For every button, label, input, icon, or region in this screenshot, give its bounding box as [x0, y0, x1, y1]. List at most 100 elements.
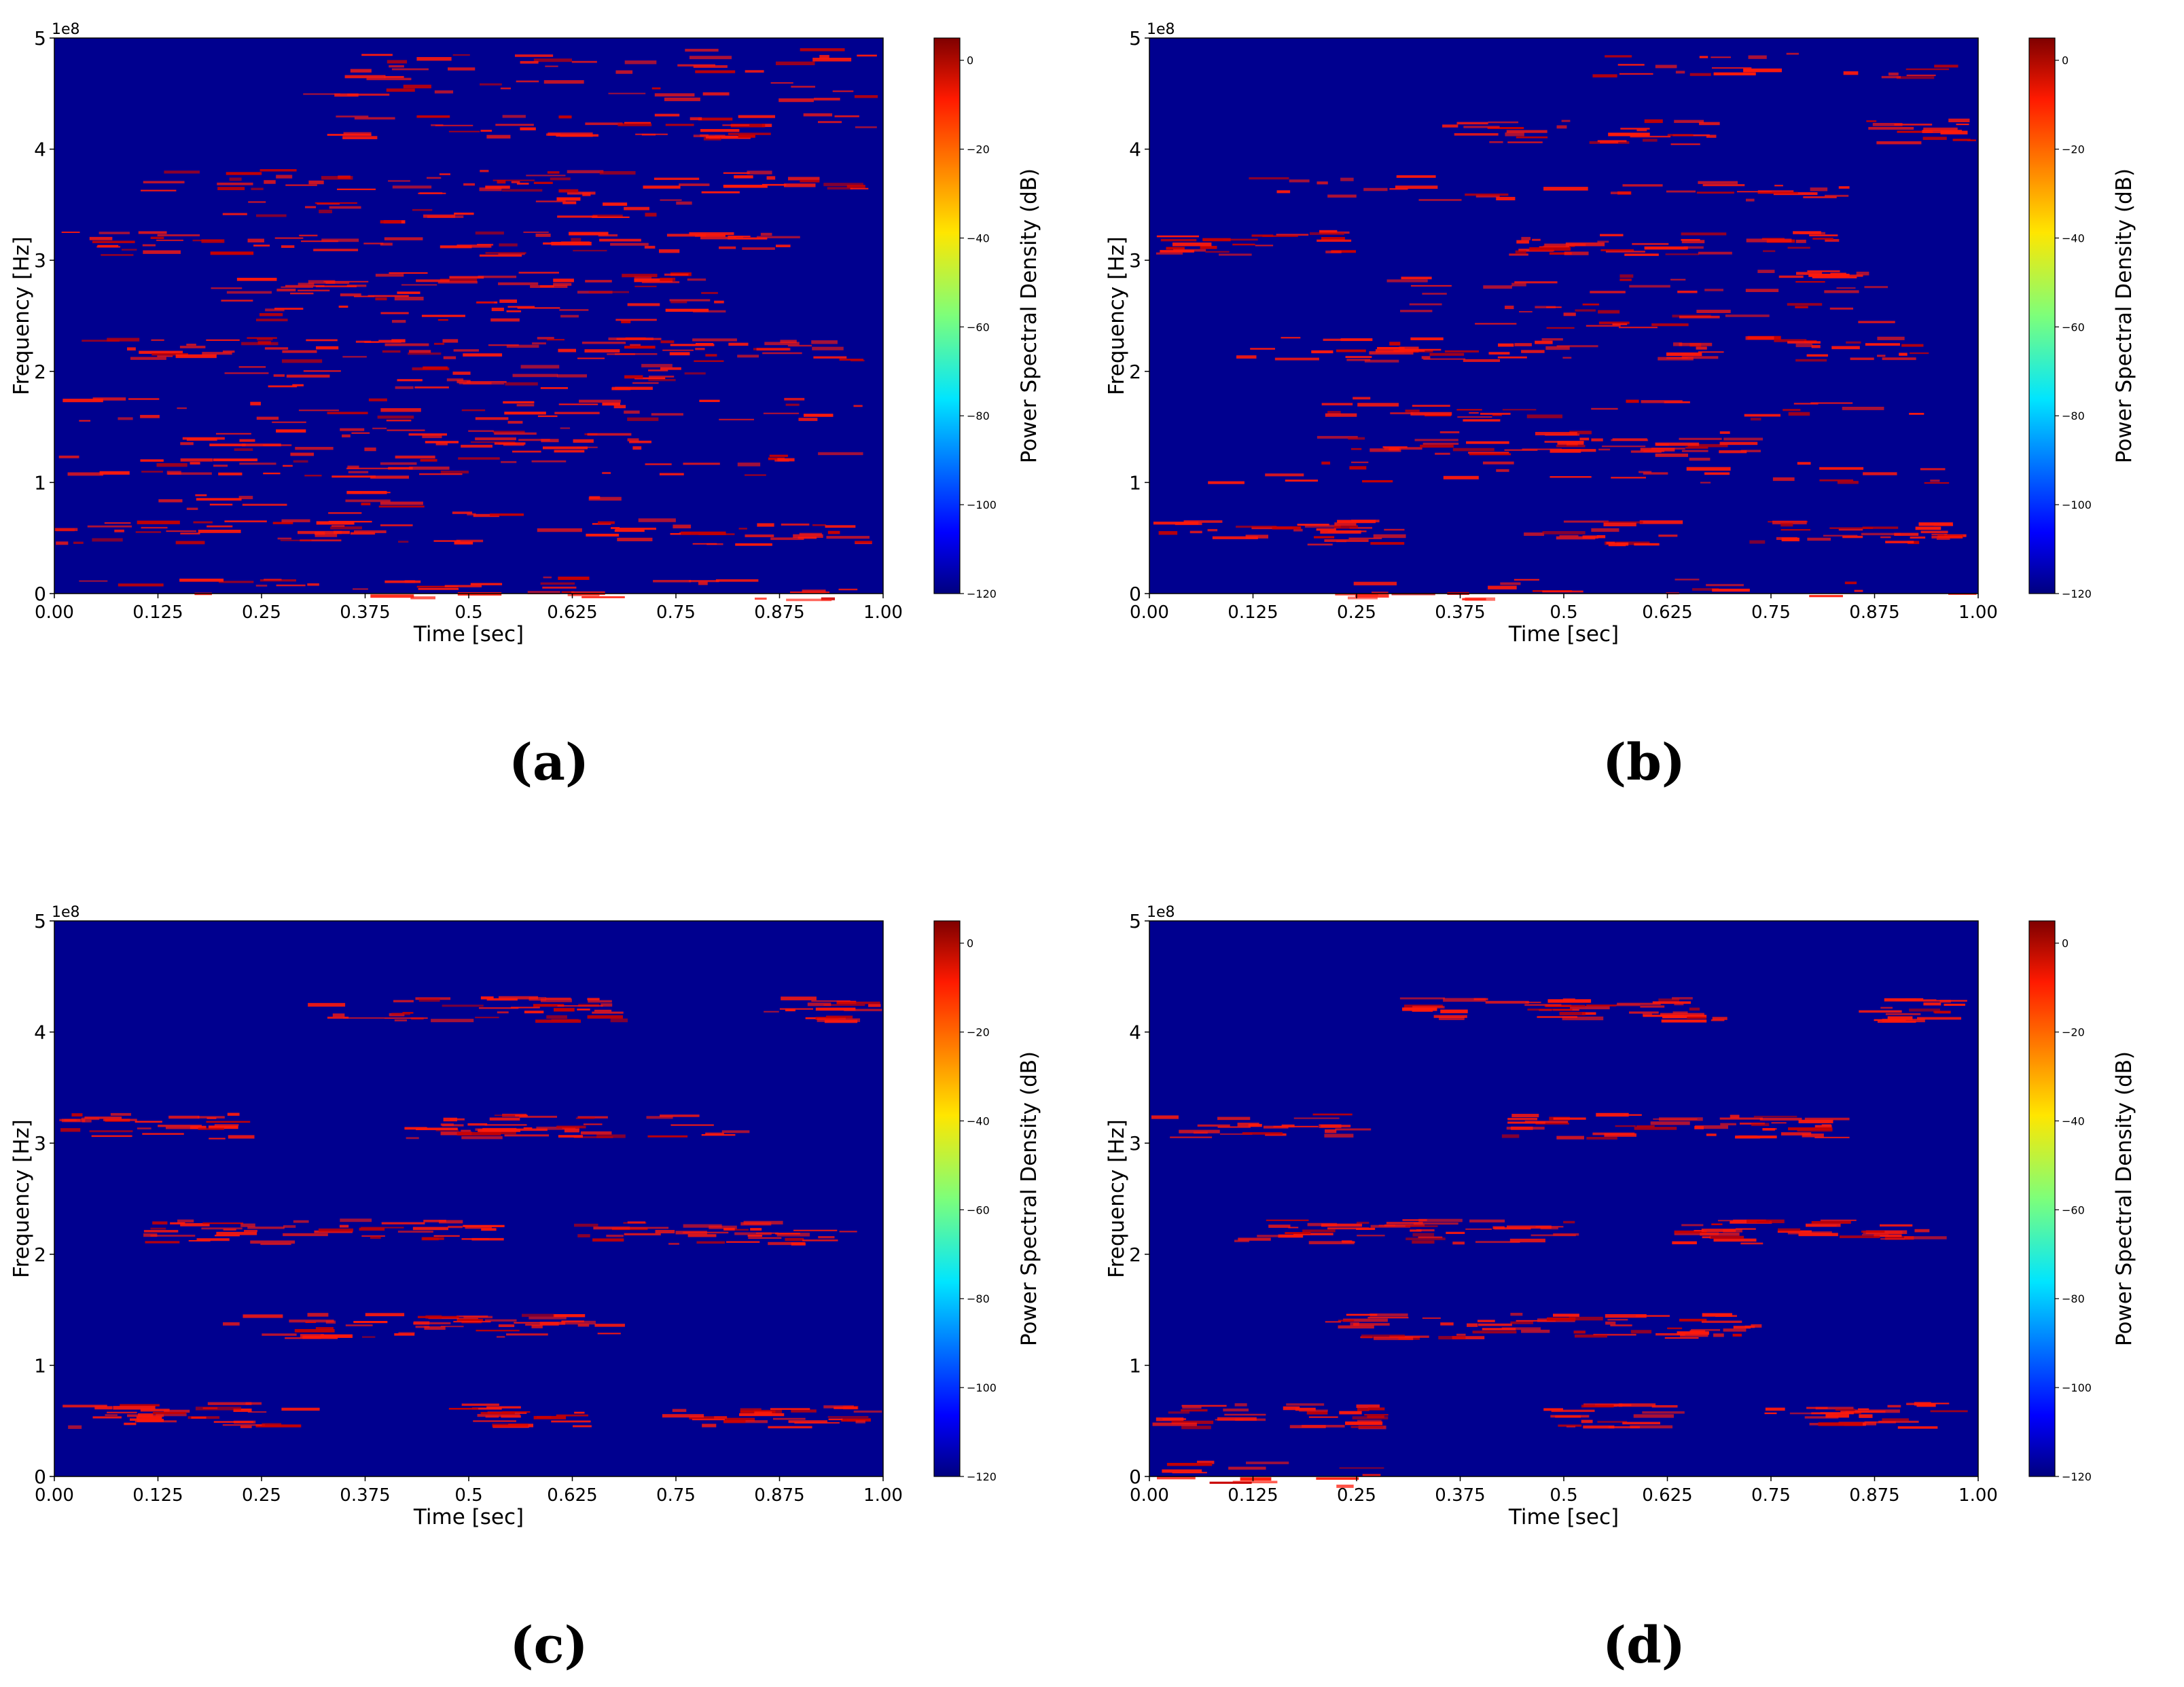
signal-burst-streak [1546, 306, 1562, 308]
signal-burst-streak [489, 513, 524, 516]
signal-burst-streak [1189, 530, 1202, 534]
spectrogram-chart-c: 0.00 0.125 0.25 0.375 0.5 0.625 0.75 0.875 1.000… [10, 904, 1041, 1529]
signal-burst-streak [140, 1409, 170, 1412]
signal-burst-streak [1806, 1225, 1837, 1227]
signal-burst-streak [415, 1326, 430, 1328]
signal-burst-streak [585, 122, 623, 126]
signal-burst-streak [488, 344, 519, 346]
signal-burst-streak [723, 172, 750, 174]
signal-burst-streak [1709, 1235, 1744, 1239]
signal-burst-streak [1542, 530, 1586, 534]
signal-burst-streak [1304, 524, 1341, 528]
signal-burst-streak [375, 297, 387, 301]
signal-burst-streak [1877, 336, 1905, 340]
colorbar [933, 920, 961, 1477]
signal-burst-streak [825, 525, 856, 528]
signal-burst-streak [1308, 1416, 1338, 1418]
signal-burst-streak [496, 1336, 505, 1338]
signal-burst-streak [217, 182, 253, 185]
signal-burst-streak [1410, 285, 1452, 287]
signal-burst-streak [1744, 414, 1781, 417]
signal-burst-streak [755, 597, 767, 600]
signal-burst-streak [257, 341, 271, 344]
x-tick-label: 0.25 [1337, 1485, 1376, 1506]
signal-burst-streak [776, 244, 791, 248]
signal-burst-streak [610, 1018, 628, 1023]
signal-burst-streak [1324, 1133, 1354, 1138]
colorbar-tick-label: −120 [2062, 1470, 2092, 1483]
signal-burst-streak [1723, 1328, 1747, 1332]
signal-burst-streak [128, 398, 160, 401]
signal-burst-streak [113, 1406, 156, 1410]
signal-burst-streak [709, 135, 751, 139]
signal-burst-streak [1692, 587, 1719, 591]
signal-burst-streak [1841, 274, 1863, 277]
signal-burst-streak [440, 278, 478, 283]
signal-burst-streak [440, 1326, 464, 1328]
panel-caption-b: (b) [1603, 733, 1685, 792]
signal-burst-streak [158, 1125, 202, 1127]
signal-burst-streak [725, 1417, 755, 1421]
signal-burst-streak [165, 1127, 199, 1129]
signal-burst-streak [414, 386, 449, 388]
signal-burst-streak [583, 1123, 603, 1125]
signal-burst-streak [1607, 1319, 1628, 1321]
signal-burst-streak [1735, 1228, 1756, 1230]
signal-burst-streak [433, 540, 461, 542]
signal-burst-streak [587, 433, 632, 436]
signal-burst-streak [342, 356, 367, 358]
signal-burst-streak [785, 1237, 804, 1241]
signal-burst-streak [303, 93, 340, 95]
x-tick-label: 1.00 [1958, 602, 1998, 623]
signal-burst-streak [827, 1416, 869, 1418]
signal-burst-streak [1569, 1316, 1603, 1321]
signal-burst-streak [1812, 237, 1833, 240]
signal-burst-streak [574, 1223, 598, 1227]
signal-burst-streak [518, 272, 559, 274]
signal-burst-streak [503, 443, 524, 446]
signal-burst-streak [1615, 1004, 1641, 1006]
signal-burst-streak [615, 386, 653, 391]
signal-burst-streak [1804, 1416, 1839, 1419]
panel-caption-c: (c) [509, 1616, 588, 1675]
signal-burst-streak [1713, 72, 1756, 75]
signal-burst-streak [1838, 186, 1850, 189]
signal-burst-streak [540, 998, 572, 1002]
signal-burst-streak [1922, 137, 1947, 141]
signal-burst-streak [1509, 1238, 1545, 1243]
signal-burst-streak [788, 177, 820, 181]
signal-burst-streak [463, 353, 503, 357]
signal-burst-streak [556, 197, 581, 201]
signal-burst-streak [1465, 1228, 1492, 1230]
signal-burst-streak [388, 467, 413, 470]
y-tick-label: 2 [1129, 361, 1141, 383]
signal-burst-streak [1673, 342, 1683, 346]
signal-burst-streak [1369, 351, 1414, 355]
signal-burst-streak [1217, 1117, 1251, 1121]
signal-burst-streak [1602, 446, 1646, 448]
signal-burst-streak [1831, 346, 1860, 350]
signal-burst-streak [1597, 140, 1627, 143]
signal-burst-streak [868, 1004, 881, 1007]
signal-burst-streak [1543, 187, 1588, 191]
signal-burst-streak [217, 187, 245, 191]
signal-burst-streak [1556, 445, 1586, 448]
signal-burst-streak [1316, 1477, 1359, 1480]
signal-burst-streak [669, 352, 690, 356]
signal-burst-streak [336, 115, 369, 117]
signal-burst-streak [84, 1117, 122, 1119]
signal-burst-streak [380, 220, 401, 224]
signal-burst-streak [624, 1233, 661, 1236]
signal-burst-streak [567, 192, 596, 195]
signal-burst-streak [610, 242, 649, 246]
signal-burst-streak [315, 1327, 334, 1330]
signal-burst-streak [1795, 272, 1823, 275]
signal-burst-streak [1811, 345, 1821, 348]
signal-burst-streak [1624, 253, 1659, 256]
signal-burst-streak [473, 1420, 516, 1422]
signal-burst-streak [130, 357, 166, 360]
signal-burst-streak [470, 441, 516, 443]
signal-burst-streak [1677, 1331, 1709, 1335]
signal-burst-streak [1620, 128, 1650, 130]
signal-burst-streak [1927, 1402, 1950, 1404]
